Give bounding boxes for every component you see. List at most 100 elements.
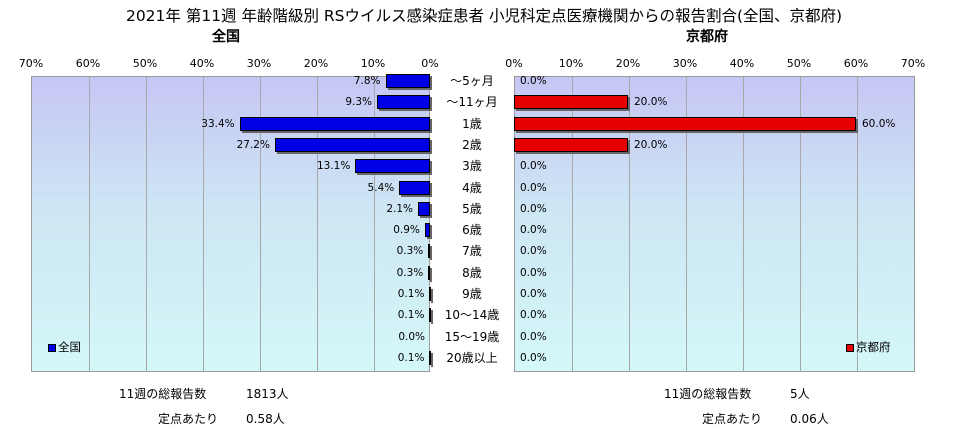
footer-left-total-value: 1813人 (246, 387, 289, 401)
age-group-label: 8歳 (462, 265, 482, 280)
age-group-label: 4歳 (462, 180, 482, 195)
gridline (260, 77, 261, 371)
age-group-label: 3歳 (462, 159, 482, 174)
bar-national (428, 265, 431, 280)
value-label-national: 0.3% (396, 266, 424, 279)
bar-national (376, 95, 430, 110)
value-label-kyoto: 0.0% (520, 181, 547, 194)
axis-tick-label: 0% (421, 57, 439, 70)
footer-right-per-value: 0.06人 (790, 412, 829, 426)
value-label-national: 0.3% (396, 245, 424, 258)
bar-national (428, 244, 431, 259)
left-subtitle: 全国 (212, 29, 240, 45)
value-label-kyoto: 20.0% (634, 138, 668, 151)
age-group-label: ～5ヶ月 (450, 74, 494, 88)
age-group-label: 9歳 (462, 287, 482, 301)
value-label-national: 0.9% (393, 224, 420, 237)
value-label-kyoto: 0.0% (520, 288, 547, 300)
axis-tick-label: 70% (18, 57, 44, 70)
axis-tick-label: 0% (505, 57, 523, 70)
axis-tick-label: 50% (786, 57, 812, 70)
footer-right-total-value: 5人 (790, 387, 810, 401)
bar-national (274, 137, 430, 152)
axis-tick-label: 70% (900, 57, 926, 70)
legend-kyoto: 京都府 (846, 340, 891, 354)
gridline (629, 77, 630, 371)
axis-tick-label: 10% (360, 57, 386, 70)
bar-national (385, 74, 430, 88)
value-label-kyoto: 20.0% (634, 96, 668, 109)
axis-tick-label: 40% (189, 57, 215, 70)
value-label-kyoto: 0.0% (520, 160, 547, 173)
bar-national (355, 159, 430, 174)
axis-tick-label: 60% (843, 57, 869, 70)
axis-tick-label: 40% (729, 57, 755, 70)
value-label-kyoto: 0.0% (520, 266, 547, 279)
axis-tick-label: 10% (558, 57, 584, 70)
value-label-national: 27.2% (236, 138, 270, 151)
value-label-kyoto: 0.0% (520, 309, 547, 322)
age-group-label: 7歳 (462, 244, 482, 259)
value-label-national: 5.4% (367, 181, 395, 194)
value-label-kyoto: 0.0% (520, 330, 547, 343)
value-label-kyoto: 0.0% (520, 75, 547, 87)
right-subtitle: 京都府 (686, 29, 728, 45)
age-group-label: 2歳 (462, 137, 482, 152)
value-label-kyoto: 0.0% (520, 351, 547, 364)
bar-national (429, 350, 432, 365)
value-label-national: 0.1% (397, 351, 425, 364)
axis-tick-label: 20% (615, 57, 641, 70)
axis-tick-label: 30% (246, 57, 272, 70)
value-label-national: 0.1% (397, 309, 425, 322)
gridline (203, 77, 204, 371)
value-label-kyoto: 0.0% (520, 245, 547, 258)
age-group-label: 6歳 (462, 223, 482, 238)
value-label-national: 7.8% (353, 75, 381, 87)
gridline (146, 77, 147, 371)
value-label-national: 2.1% (386, 202, 414, 215)
value-label-national: 0.0% (398, 330, 425, 343)
legend-swatch-kyoto (846, 343, 854, 352)
axis-tick-label: 60% (75, 57, 101, 70)
value-label-national: 13.1% (316, 160, 351, 173)
gridline (374, 77, 375, 371)
bar-kyoto (514, 116, 856, 131)
footer-left-total-label: 11週の総報告数 (119, 387, 207, 401)
age-group-label: 1歳 (462, 116, 482, 131)
value-label-kyoto: 0.0% (520, 224, 547, 237)
legend-label-national: 全国 (58, 340, 81, 354)
chart-title: 2021年 第11週 年齢階級別 RSウイルス感染症患者 小児科定点医療機関から… (125, 7, 843, 25)
value-label-kyoto: 0.0% (520, 202, 547, 215)
footer-left-per-value: 0.58人 (246, 412, 285, 426)
bar-national (399, 180, 430, 195)
gridline (317, 77, 318, 371)
gridline (89, 77, 90, 371)
gridline (857, 77, 858, 371)
axis-tick-label: 30% (672, 57, 698, 70)
axis-tick-label: 50% (132, 57, 158, 70)
axis-tick-label: 20% (303, 57, 329, 70)
footer-right-total-label: 11週の総報告数 (664, 387, 752, 401)
legend-label-kyoto: 京都府 (856, 340, 891, 354)
age-group-label: 20歳以上 (446, 350, 498, 365)
bar-kyoto (514, 137, 628, 152)
legend-swatch-national (48, 343, 56, 352)
age-group-label: 10～14歳 (444, 308, 500, 323)
bar-national (429, 287, 432, 301)
bar-national (424, 223, 430, 238)
age-group-label: 5歳 (462, 201, 482, 216)
gridline (686, 77, 687, 371)
age-group-label: 15～19歳 (444, 329, 500, 344)
gridline (800, 77, 801, 371)
gridline (743, 77, 744, 371)
bar-national (239, 116, 430, 131)
bar-national (418, 201, 430, 216)
bar-kyoto (514, 95, 628, 110)
bar-national (429, 308, 432, 323)
value-label-kyoto: 60.0% (862, 117, 896, 130)
gridline (572, 77, 573, 371)
value-label-national: 9.3% (345, 96, 372, 109)
footer-left-per-label: 定点あたり (158, 412, 219, 426)
value-label-national: 33.4% (201, 117, 235, 130)
footer-right-per-label: 定点あたり (702, 412, 763, 426)
